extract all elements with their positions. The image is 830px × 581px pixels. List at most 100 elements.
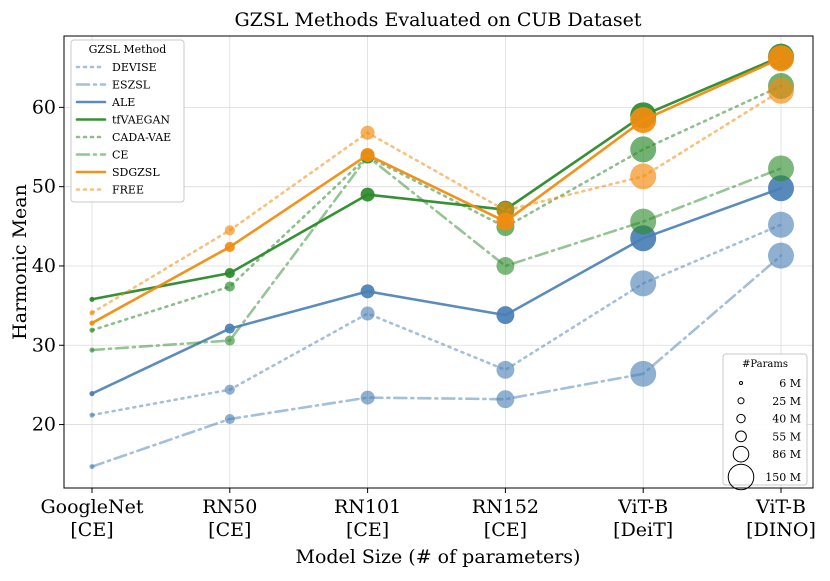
x-tick-sublabel: [DINO] [746, 519, 816, 541]
data-point-devise [630, 270, 657, 297]
data-point-eszsl [89, 464, 95, 470]
data-point-tfvaegan [360, 187, 375, 202]
data-point-devise [360, 306, 375, 321]
x-tick-sublabel: [DeiT] [613, 519, 673, 541]
series-layer [89, 43, 794, 470]
series-line-sdgzsl [90, 56, 783, 325]
data-point-cada-vae [224, 281, 235, 292]
params-size-legend: #Params 6 M 25 M 40 M 55 M 86 M 150 M [722, 353, 808, 491]
data-point-eszsl [496, 390, 515, 409]
x-tick-sublabel: [CE] [208, 519, 251, 541]
y-tick-label: 60 [32, 96, 56, 118]
legend-label-devise: DEVISE [112, 61, 157, 74]
data-point-devise [768, 211, 794, 238]
legend-label-tfvaegan: tfVAEGAN [112, 114, 170, 127]
series-eszsl [89, 242, 794, 470]
x-axis-label: Model Size (# of parameters) [296, 546, 581, 568]
legend-title: GZSL Method [89, 43, 167, 56]
data-point-ale [768, 175, 794, 202]
data-point-devise [496, 360, 515, 379]
series-sdgzsl [89, 45, 794, 326]
y-axis-label: Harmonic Mean [9, 184, 31, 340]
data-point-tfvaegan [89, 296, 95, 302]
chart-title: GZSL Methods Evaluated on CUB Dataset [234, 9, 641, 31]
legend-label-sdgzsl: SDGZSL [112, 166, 160, 179]
size-legend-label: 150 M [765, 471, 801, 484]
y-tick-label: 50 [32, 176, 56, 198]
x-tick-sublabel: [CE] [70, 519, 113, 541]
data-point-ce [224, 335, 235, 346]
size-legend-label: 55 M [772, 430, 801, 443]
data-point-sdgzsl [360, 147, 375, 162]
size-legend-label: 25 M [772, 395, 801, 408]
data-point-free [768, 77, 794, 104]
legend-label-free: FREE [112, 184, 144, 197]
data-point-ce [630, 208, 657, 235]
data-point-sdgzsl [768, 45, 794, 72]
data-point-tfvaegan [224, 268, 235, 279]
data-point-ce [768, 155, 794, 182]
data-point-free [630, 163, 657, 190]
ticks: 2030405060GoogleNet[CE]RN50[CE]RN101[CE]… [32, 96, 816, 541]
legend-label-eszsl: ESZSL [112, 79, 151, 92]
data-point-eszsl [224, 413, 235, 425]
legend-label-ce: CE [112, 149, 128, 162]
size-legend-circle [727, 463, 755, 491]
data-point-cada-vae [89, 327, 95, 333]
y-tick-label: 40 [32, 255, 56, 277]
data-point-cada-vae [630, 136, 657, 163]
size-legend-label: 6 M [779, 377, 801, 390]
size-legend-circle [736, 413, 746, 424]
legend-label-ale: ALE [111, 96, 135, 109]
series-free [89, 77, 794, 316]
x-tick-label: ViT-B [617, 496, 668, 518]
data-point-free [360, 125, 375, 140]
data-point-eszsl [360, 390, 375, 405]
size-legend-circle [738, 380, 744, 386]
size-legend-circle [732, 445, 750, 463]
y-tick-label: 30 [32, 334, 56, 356]
x-tick-label: RN152 [472, 496, 539, 518]
series-line-devise [90, 223, 783, 417]
data-point-eszsl [768, 242, 794, 269]
data-point-ce [496, 257, 515, 275]
data-point-devise [89, 412, 95, 418]
data-point-sdgzsl [89, 320, 95, 326]
x-tick-label: RN50 [202, 496, 257, 518]
x-tick-label: RN101 [334, 496, 401, 518]
series-line-cada-vae [90, 84, 783, 332]
series-line-ce [90, 155, 783, 352]
data-point-free [496, 201, 515, 220]
data-point-ale [89, 391, 95, 397]
data-point-sdgzsl [224, 241, 235, 252]
data-point-ale [224, 323, 235, 334]
size-legend-label: 86 M [772, 448, 801, 461]
series-line-ale [90, 186, 783, 395]
series-devise [89, 211, 794, 418]
size-legend-title: #Params [742, 359, 788, 370]
size-legend-box [722, 353, 808, 486]
data-point-devise [224, 384, 235, 395]
size-legend-circle [737, 397, 745, 405]
x-tick-sublabel: [CE] [346, 519, 389, 541]
data-point-eszsl [630, 360, 657, 387]
data-point-ale [360, 284, 375, 299]
data-point-sdgzsl [630, 107, 657, 134]
size-legend-label: 40 M [772, 413, 801, 426]
data-point-free [89, 310, 95, 316]
x-tick-label: GoogleNet [40, 496, 143, 518]
data-point-free [224, 225, 235, 236]
series-line-eszsl [90, 254, 783, 468]
plot-frame [63, 35, 814, 489]
x-tick-label: ViT-B [755, 496, 806, 518]
series-line-free [90, 89, 783, 315]
data-point-ale [496, 306, 515, 325]
method-legend: GZSL Method DEVISE ESZSL ALE tfVAEGAN CADA-VA… [70, 39, 185, 203]
legend-box [70, 39, 185, 203]
data-point-ce [89, 347, 95, 353]
series-ale [89, 175, 794, 397]
y-tick-label: 20 [32, 414, 56, 436]
series-line-tfvaegan [90, 55, 783, 301]
size-legend-circle [735, 430, 747, 443]
